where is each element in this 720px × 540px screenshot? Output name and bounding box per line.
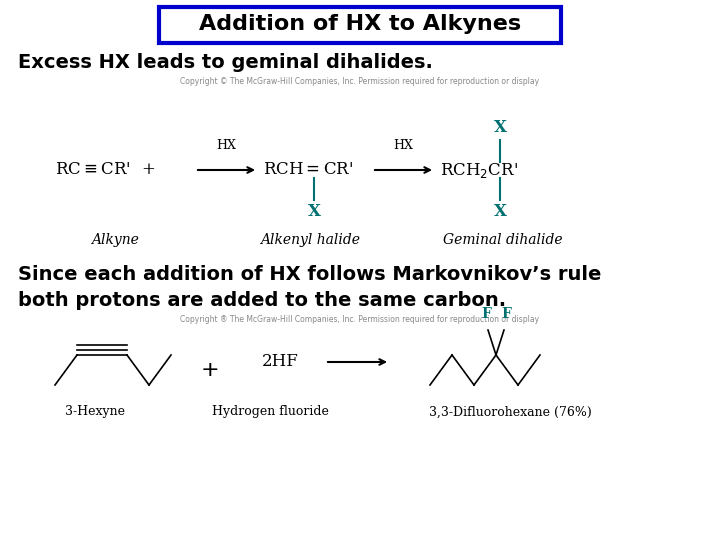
Text: F: F (481, 307, 491, 321)
Text: HX: HX (216, 139, 236, 152)
Text: Hydrogen fluoride: Hydrogen fluoride (212, 406, 328, 419)
Text: RCH$_2$CR': RCH$_2$CR' (440, 160, 518, 179)
Text: both protons are added to the same carbon.: both protons are added to the same carbo… (18, 291, 506, 309)
Text: 2HF: 2HF (261, 354, 298, 370)
Text: X: X (493, 204, 506, 220)
Text: X: X (307, 204, 320, 220)
Text: RC$\equiv$CR'  +: RC$\equiv$CR' + (55, 161, 155, 179)
Text: 3-Hexyne: 3-Hexyne (65, 406, 125, 419)
Text: Geminal dihalide: Geminal dihalide (444, 233, 563, 247)
Text: HX: HX (393, 139, 413, 152)
Text: RCH$=$CR': RCH$=$CR' (263, 161, 354, 179)
Text: Copyright ® The McGraw-Hill Companies, Inc. Permission required for reproduction: Copyright ® The McGraw-Hill Companies, I… (181, 315, 539, 325)
Text: F: F (501, 307, 511, 321)
Text: X: X (493, 119, 506, 137)
Text: 3,3-Difluorohexane (76%): 3,3-Difluorohexane (76%) (428, 406, 591, 419)
Text: Addition of HX to Alkynes: Addition of HX to Alkynes (199, 14, 521, 34)
Text: +: + (201, 360, 220, 380)
Text: Alkenyl halide: Alkenyl halide (260, 233, 360, 247)
FancyBboxPatch shape (159, 7, 561, 43)
Text: Excess HX leads to geminal dihalides.: Excess HX leads to geminal dihalides. (18, 52, 433, 71)
Text: Copyright © The McGraw-Hill Companies, Inc. Permission required for reproduction: Copyright © The McGraw-Hill Companies, I… (181, 77, 539, 85)
Text: Alkyne: Alkyne (91, 233, 139, 247)
Text: Since each addition of HX follows Markovnikov’s rule: Since each addition of HX follows Markov… (18, 266, 601, 285)
